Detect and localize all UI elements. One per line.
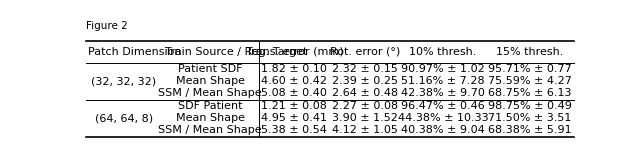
Text: 98.75% ± 0.49: 98.75% ± 0.49 <box>488 101 572 111</box>
Text: 2.32 ± 0.15: 2.32 ± 0.15 <box>332 64 398 74</box>
Text: 95.71% ± 0.77: 95.71% ± 0.77 <box>488 64 572 74</box>
Text: 1.82 ± 0.10: 1.82 ± 0.10 <box>262 64 327 74</box>
Text: 2.39 ± 0.25: 2.39 ± 0.25 <box>332 76 398 86</box>
Text: Patient SDF: Patient SDF <box>178 64 243 74</box>
Text: Rot. error (°): Rot. error (°) <box>330 47 400 57</box>
Text: 51.16% ± 7.28: 51.16% ± 7.28 <box>401 76 485 86</box>
Text: 5.08 ± 0.40: 5.08 ± 0.40 <box>262 88 327 98</box>
Text: Mean Shape: Mean Shape <box>176 76 244 86</box>
Text: Mean Shape: Mean Shape <box>176 113 244 123</box>
Text: 1.21 ± 0.08: 1.21 ± 0.08 <box>262 101 327 111</box>
Text: SDF Patient: SDF Patient <box>178 101 243 111</box>
Text: 40.38% ± 9.04: 40.38% ± 9.04 <box>401 125 485 135</box>
Text: 2.27 ± 0.08: 2.27 ± 0.08 <box>332 101 398 111</box>
Text: 71.50% ± 3.51: 71.50% ± 3.51 <box>488 113 572 123</box>
Text: 4.95 ± 0.41: 4.95 ± 0.41 <box>261 113 328 123</box>
Text: 68.38% ± 5.91: 68.38% ± 5.91 <box>488 125 572 135</box>
Text: Trans. error (mm): Trans. error (mm) <box>246 47 343 57</box>
Text: (64, 64, 8): (64, 64, 8) <box>95 113 153 123</box>
Text: SSM / Mean Shape: SSM / Mean Shape <box>159 88 262 98</box>
Text: 42.38% ± 9.70: 42.38% ± 9.70 <box>401 88 485 98</box>
Text: 4.60 ± 0.42: 4.60 ± 0.42 <box>261 76 328 86</box>
Text: Figure 2: Figure 2 <box>86 21 128 31</box>
Text: 10% thresh.: 10% thresh. <box>410 47 477 57</box>
Text: 44.38% ± 10.33: 44.38% ± 10.33 <box>398 113 488 123</box>
Text: 2.64 ± 0.48: 2.64 ± 0.48 <box>332 88 398 98</box>
Text: 3.90 ± 1.52: 3.90 ± 1.52 <box>332 113 398 123</box>
Text: 4.12 ± 1.05: 4.12 ± 1.05 <box>332 125 398 135</box>
Text: 68.75% ± 6.13: 68.75% ± 6.13 <box>488 88 572 98</box>
Text: 96.47% ± 0.46: 96.47% ± 0.46 <box>401 101 485 111</box>
Text: Train Source / Reg. Target: Train Source / Reg. Target <box>164 47 307 57</box>
Text: (32, 32, 32): (32, 32, 32) <box>91 76 156 86</box>
Text: 15% thresh.: 15% thresh. <box>496 47 563 57</box>
Text: 75.59% ± 4.27: 75.59% ± 4.27 <box>488 76 572 86</box>
Text: Patch Dimension: Patch Dimension <box>88 47 182 57</box>
Text: SSM / Mean Shape: SSM / Mean Shape <box>159 125 262 135</box>
Text: 5.38 ± 0.54: 5.38 ± 0.54 <box>262 125 327 135</box>
Text: 90.97% ± 1.02: 90.97% ± 1.02 <box>401 64 485 74</box>
